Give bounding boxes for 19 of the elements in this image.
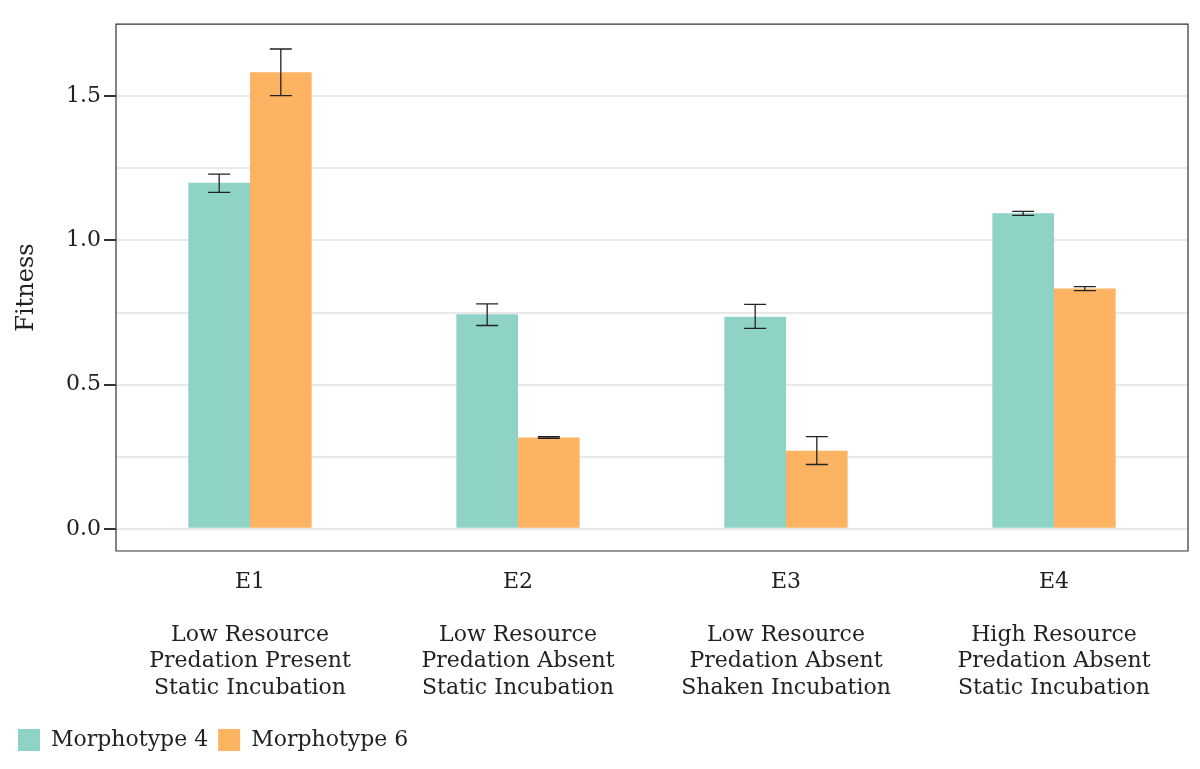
legend-label: Morphotype 6 xyxy=(251,725,409,751)
y-tick-label: 1.5 xyxy=(66,82,101,107)
category-label: E1 Low Resource Predation Present Static Incubation xyxy=(149,567,351,699)
bar xyxy=(1054,288,1116,528)
bar xyxy=(992,213,1054,528)
bar xyxy=(786,450,848,528)
category-label: E3 Low Resource Predation Absent Shaken Incubation xyxy=(681,567,891,699)
y-axis-title: Fitness xyxy=(10,243,39,332)
category-label: E4 High Resource Predation Absent Static Incubation xyxy=(957,567,1151,699)
y-tick-label: 1.0 xyxy=(66,226,101,252)
bar xyxy=(188,182,250,528)
bar xyxy=(724,316,786,528)
bar xyxy=(518,437,580,528)
legend-label: Morphotype 4 xyxy=(51,725,209,751)
category-label: E2 Low Resource Predation Absent Static Incubation xyxy=(421,567,615,699)
bar xyxy=(456,314,518,528)
bar xyxy=(250,72,312,528)
y-tick-label: 0.0 xyxy=(66,514,101,540)
y-tick-label: 0.5 xyxy=(66,370,101,396)
